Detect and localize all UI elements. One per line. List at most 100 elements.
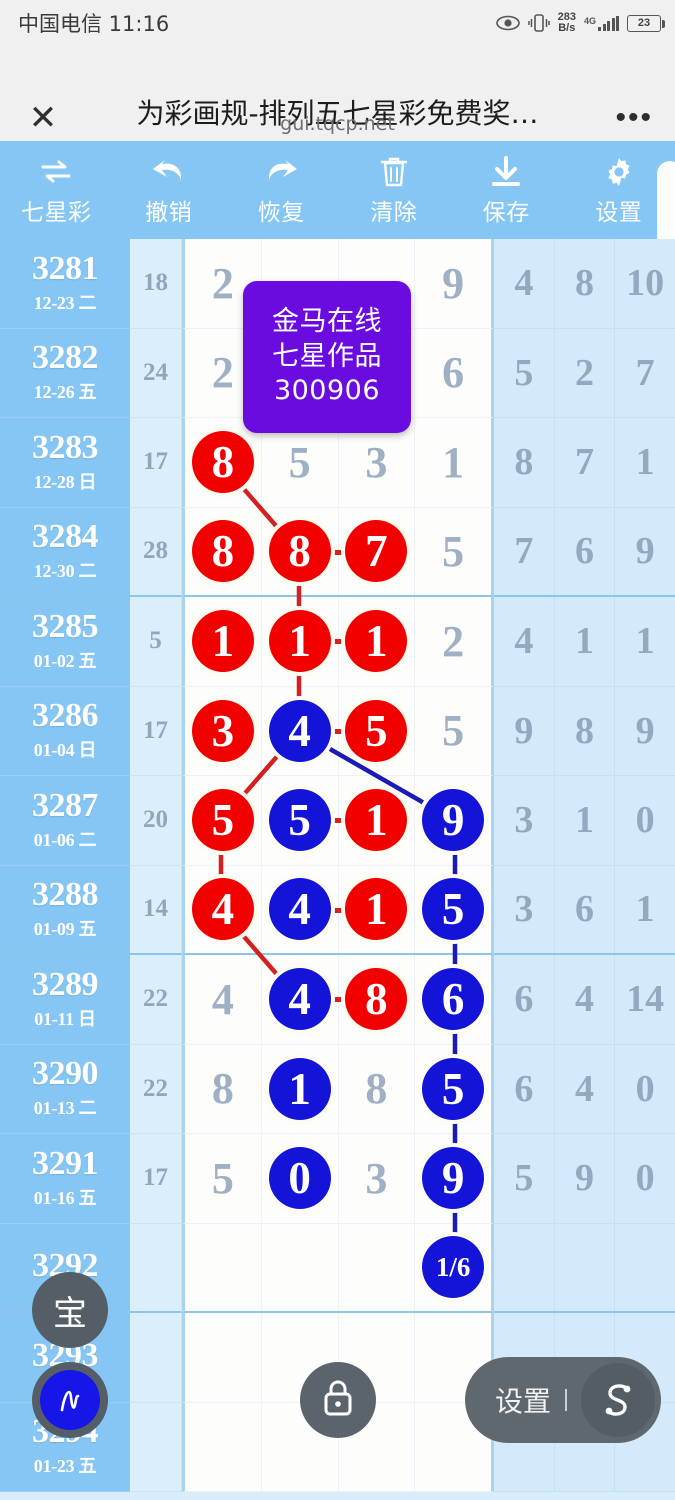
toolbar-scroll-indicator[interactable] [657,161,675,239]
position-cell[interactable]: 5 [262,776,339,865]
position-cell[interactable] [262,1313,339,1402]
position-cell[interactable]: 1 [339,776,416,865]
number-ball[interactable]: 5 [345,699,408,762]
position-cell[interactable]: 8 [185,1044,262,1133]
row-issue-cell[interactable]: 3290 01-13 二 [0,1044,130,1134]
s-curve-icon[interactable] [581,1363,655,1437]
position-cell[interactable]: 9 [415,239,491,328]
position-cell[interactable] [262,1402,339,1491]
settings-fab-bar[interactable]: 设置 [464,1357,661,1443]
position-cell[interactable]: 5 [339,686,416,775]
row-issue-cell[interactable]: 3287 01-06 二 [0,776,130,866]
number-ball[interactable]: 4 [268,878,331,941]
position-cell[interactable]: 5 [185,1134,262,1223]
position-cell[interactable] [339,1223,416,1311]
position-cell[interactable]: 0 [262,1134,339,1223]
position-cell[interactable]: 5 [415,508,491,596]
row-issue-cell[interactable]: 3285 01-02 五 [0,597,130,687]
position-cell[interactable] [185,1402,262,1491]
number-ball[interactable]: 5 [422,1057,485,1120]
close-icon[interactable]: ✕ [28,99,58,137]
position-cell[interactable]: 1 [262,597,339,686]
pen-fab-button[interactable] [32,1362,108,1438]
promo-banner[interactable]: 金马在线 七星作品 300906 [243,281,411,433]
toolbar-item-undo[interactable]: 撤销 [113,141,226,239]
row-issue-cell[interactable]: 3289 01-11 日 [0,955,130,1045]
position-cell[interactable] [339,1313,416,1402]
position-cell[interactable]: 9 [415,1134,491,1223]
number-ball[interactable]: 3 [191,699,254,762]
position-cell[interactable]: 8 [262,507,339,595]
number-ball[interactable]: 5 [422,878,485,941]
position-cell[interactable] [262,1223,339,1311]
position-cell[interactable]: 4 [262,865,339,953]
row-issue-cell[interactable]: 3291 01-16 五 [0,1134,130,1224]
position-cell[interactable]: 4 [262,955,339,1044]
position-cell[interactable]: 1 [262,1044,339,1133]
row-issue-cell[interactable]: 3288 01-09 五 [0,865,130,955]
toolbar-item-qixingcai[interactable]: 七星彩 [0,141,113,239]
number-ball[interactable]: 1/6 [422,1236,485,1299]
number-ball[interactable]: 1 [191,610,254,673]
row-issue-cell[interactable]: 3281 12-23 二 [0,239,130,329]
position-cell[interactable]: 6 [415,329,491,418]
row-issue-cell[interactable]: 3286 01-04 日 [0,686,130,776]
position-cell[interactable] [339,328,416,417]
number-ball[interactable]: 6 [422,968,485,1031]
number-ball[interactable]: 5 [268,789,331,852]
position-cell[interactable]: 4 [185,865,262,953]
number-ball[interactable]: 0 [268,1147,331,1210]
toolbar-item-save[interactable]: 保存 [450,141,563,239]
position-cell[interactable]: 5 [185,776,262,865]
toolbar-item-settings[interactable]: 设置 [563,141,675,239]
number-ball[interactable]: 8 [345,968,408,1031]
position-cell[interactable]: 8 [185,507,262,595]
position-cell[interactable] [339,239,416,328]
row-issue-cell[interactable]: 3283 12-28 日 [0,418,130,508]
position-cell[interactable]: 1 [185,597,262,686]
number-ball[interactable]: 1 [345,789,408,852]
position-cell[interactable]: 1 [339,865,416,953]
number-ball[interactable]: 7 [345,520,408,583]
toolbar-item-redo[interactable]: 恢复 [225,141,338,239]
position-cell[interactable]: 7 [339,507,416,595]
position-cell[interactable]: 8 [339,955,416,1044]
position-cell[interactable]: 3 [185,686,262,775]
position-cell[interactable]: 4 [262,686,339,775]
position-cell[interactable]: 5 [415,1045,491,1134]
row-issue-cell[interactable]: 3282 12-26 五 [0,328,130,418]
position-cell[interactable]: 3 [339,1134,416,1223]
number-ball[interactable]: 1 [268,1057,331,1120]
number-ball[interactable]: 9 [422,789,485,852]
number-ball[interactable]: 9 [422,1147,485,1210]
lock-fab-button[interactable] [300,1362,376,1438]
toolbar-item-clear[interactable]: 清除 [338,141,451,239]
number-ball[interactable]: 4 [268,968,331,1031]
number-ball[interactable]: 4 [268,699,331,762]
table-row[interactable]: 3290 01-13 二 22 8 1 8 5 6 4 0 [0,1044,675,1134]
position-cell[interactable]: 3 [339,418,416,507]
more-options-icon[interactable]: ••• [615,101,653,134]
position-cell[interactable]: 1/6 [415,1224,491,1312]
trend-table[interactable]: 3281 12-23 二 18 2 9 4 8 10 3282 12-26 五 24 2 6 5 2 7 328… [0,239,675,1500]
table-row[interactable]: 3291 01-16 五 17 5 0 3 9 5 9 0 [0,1134,675,1224]
number-ball[interactable]: 8 [268,520,331,583]
number-ball[interactable]: 1 [268,610,331,673]
number-ball[interactable]: 1 [345,878,408,941]
number-ball[interactable]: 4 [191,878,254,941]
position-cell[interactable]: 4 [185,955,262,1044]
position-cell[interactable]: 5 [415,866,491,954]
position-cell[interactable] [185,1313,262,1402]
position-cell[interactable]: 9 [415,776,491,865]
bao-fab-button[interactable]: 宝 [32,1272,108,1348]
position-cell[interactable]: 1 [415,418,491,507]
number-ball[interactable]: 1 [345,610,408,673]
position-cell[interactable]: 2 [415,597,491,686]
position-cell[interactable]: 6 [415,955,491,1044]
position-cell[interactable] [185,1223,262,1311]
position-cell[interactable] [339,1402,416,1491]
position-cell[interactable]: 8 [339,1044,416,1133]
position-cell[interactable]: 5 [415,687,491,776]
number-ball[interactable]: 5 [191,789,254,852]
